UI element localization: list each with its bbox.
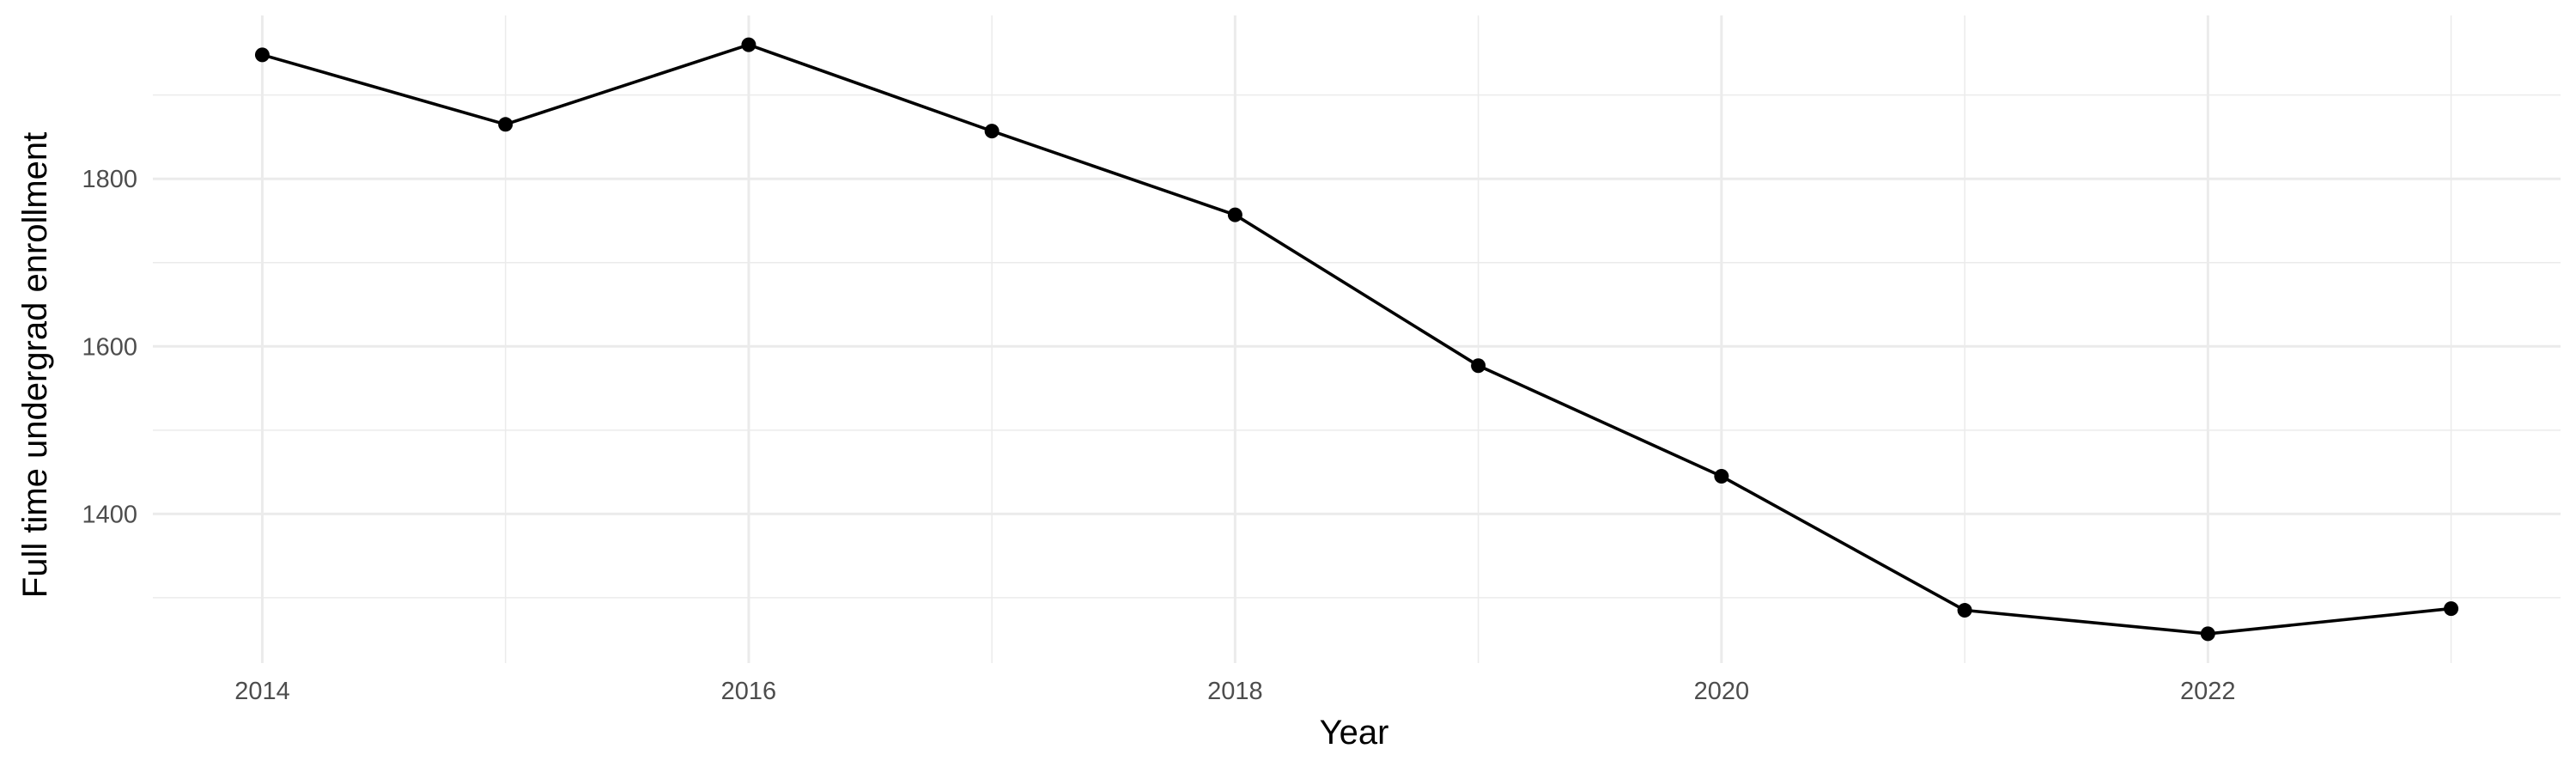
y-tick-labels: 1400 1600 1800 xyxy=(82,166,137,528)
points-layer xyxy=(254,37,2459,642)
data-point xyxy=(1471,358,1486,374)
x-tick-label: 2014 xyxy=(234,678,290,705)
y-tick-label: 1800 xyxy=(82,166,137,193)
series-layer xyxy=(262,43,2451,636)
x-tick-label: 2016 xyxy=(721,678,777,705)
data-point xyxy=(2200,626,2215,642)
grid-layer xyxy=(153,15,2561,663)
x-axis-title: Year xyxy=(1320,714,1389,752)
x-tick-label: 2018 xyxy=(1207,678,1263,705)
x-tick-label: 2022 xyxy=(2180,678,2236,705)
data-point xyxy=(254,47,270,63)
data-point xyxy=(741,37,756,52)
data-point xyxy=(1714,468,1729,484)
y-tick-label: 1400 xyxy=(82,501,137,528)
y-axis-title: Full time undergrad enrollment xyxy=(16,132,54,598)
data-point xyxy=(1227,207,1242,222)
y-tick-label: 1600 xyxy=(82,333,137,361)
data-point xyxy=(1957,603,1972,618)
data-point xyxy=(498,117,513,132)
data-point xyxy=(2444,601,2459,617)
x-tick-label: 2020 xyxy=(1694,678,1750,705)
series-line xyxy=(262,43,2451,636)
data-point xyxy=(984,124,999,139)
x-tick-labels: 2014 2016 2018 2020 2022 xyxy=(234,678,2235,705)
